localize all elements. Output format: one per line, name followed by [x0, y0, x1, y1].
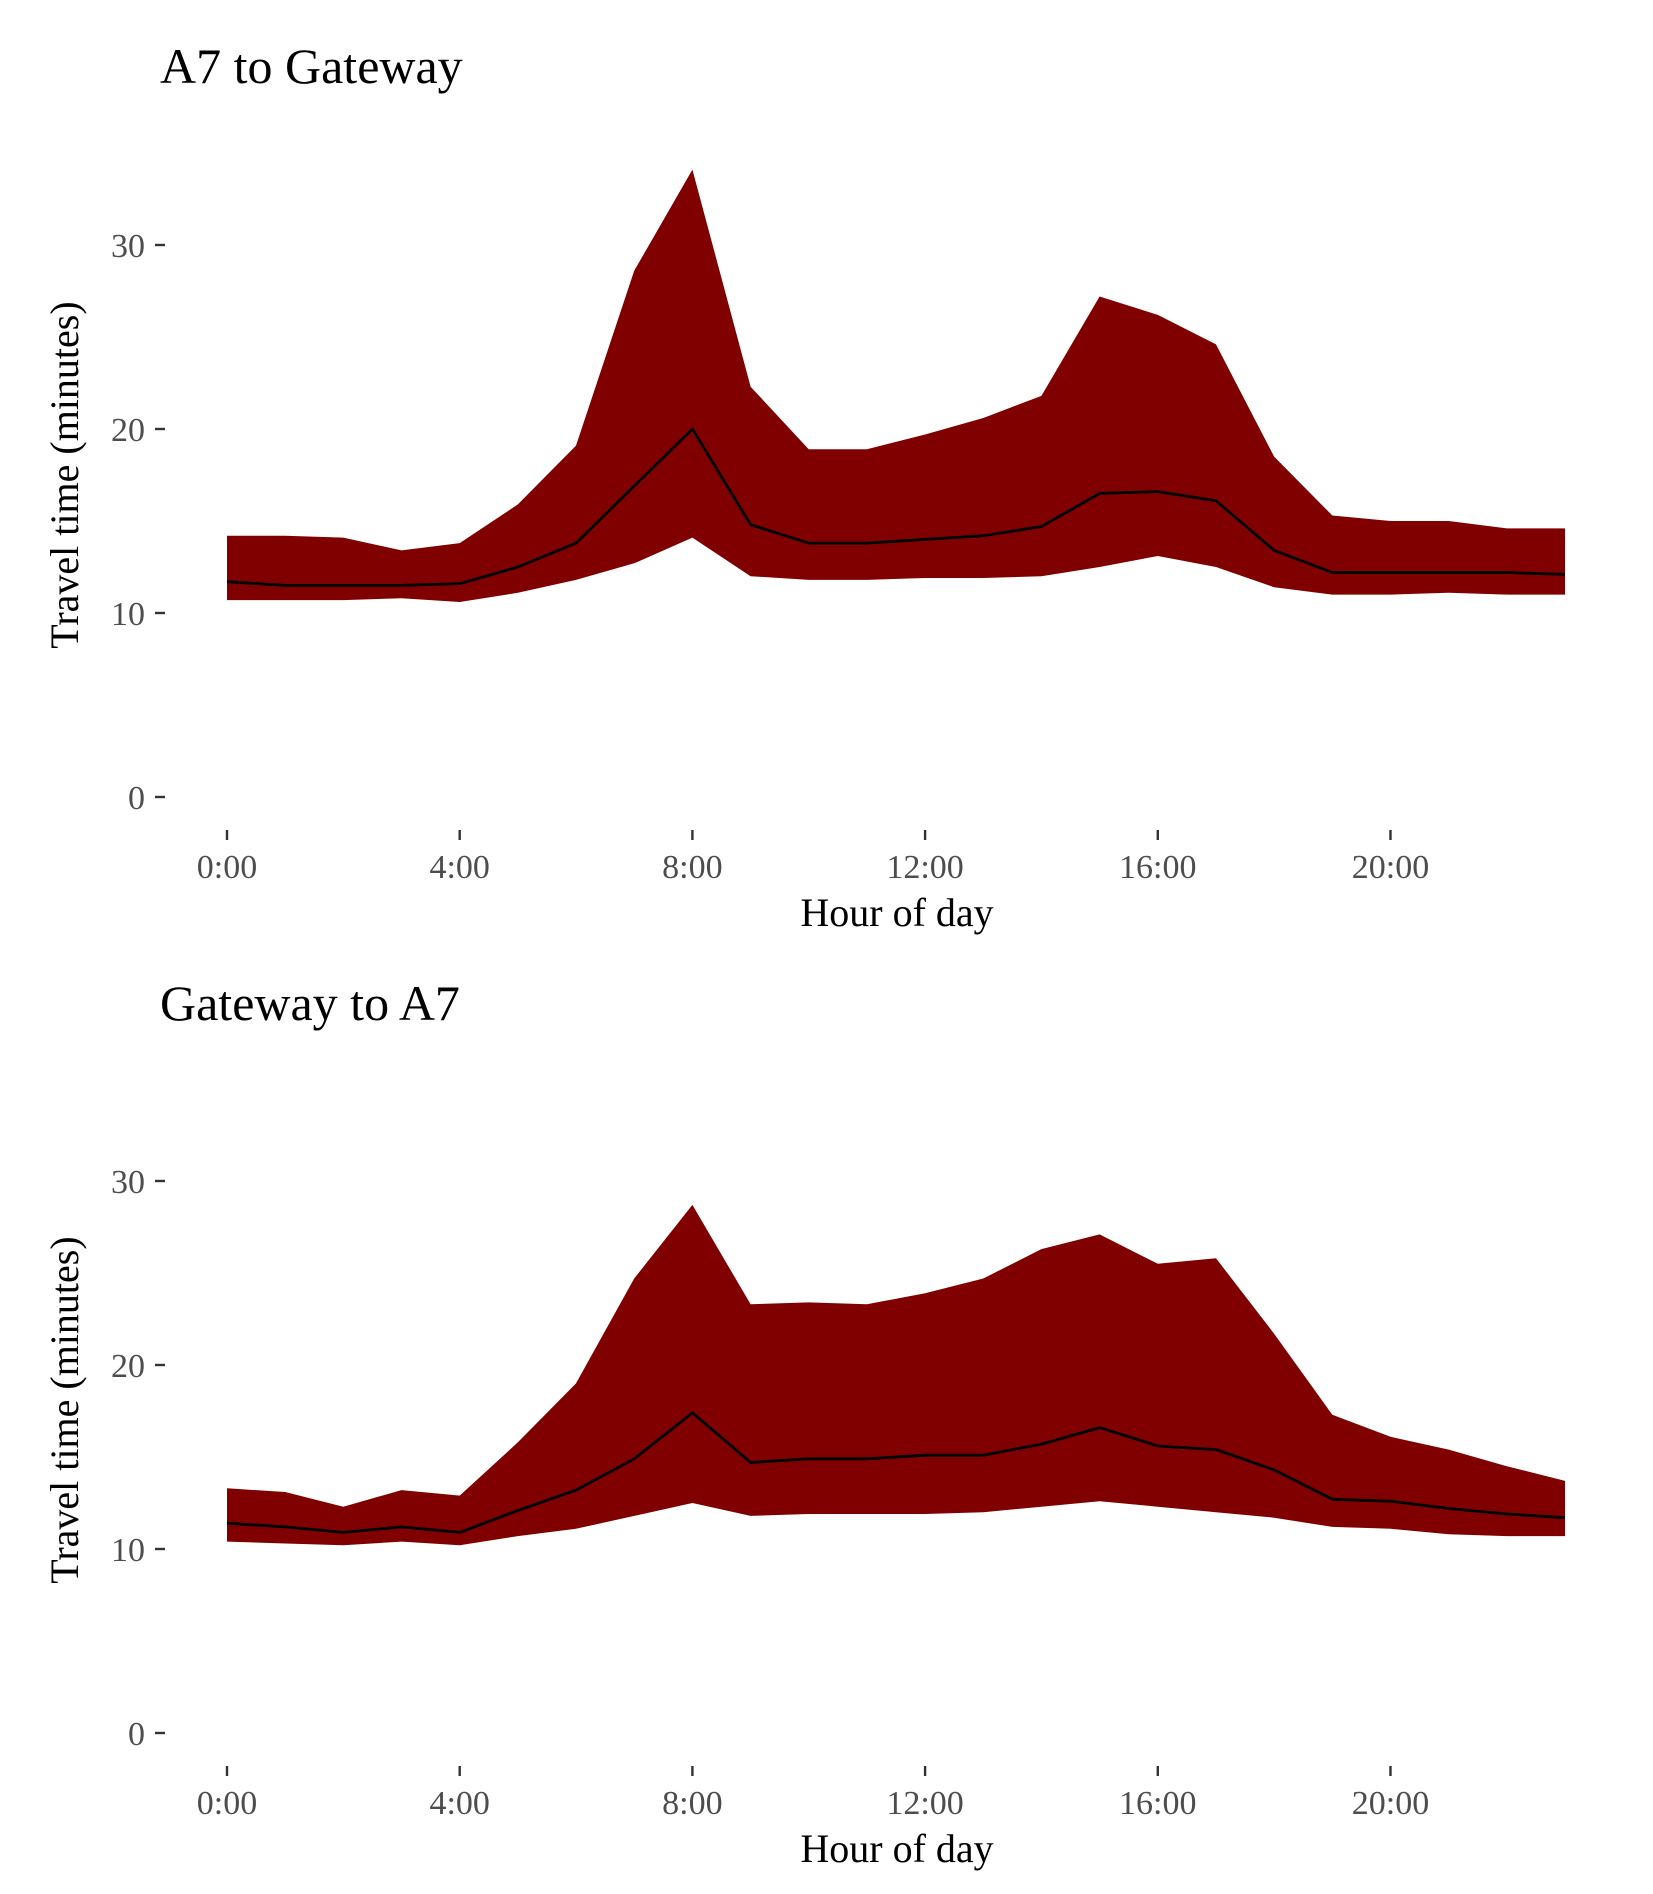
y-tick-label: 20: [111, 412, 145, 449]
x-tick-label: 0:00: [197, 1785, 257, 1822]
plot-area: 0 10 20 30 0:00 4:00 8:00 12:00 16:00 20:00: [111, 169, 1566, 886]
interval-band: [227, 169, 1565, 602]
interval-band: [227, 1204, 1565, 1546]
y-tick-label: 10: [111, 596, 145, 633]
panel-gateway-to-a7: Gateway to A7 Travel time (minutes) Hour…: [42, 975, 1566, 1871]
panel-title: A7 to Gateway: [160, 38, 463, 94]
y-axis-title: Travel time (minutes): [42, 1236, 87, 1583]
x-tick-label: 8:00: [662, 1785, 722, 1822]
panel-title: Gateway to A7: [160, 975, 460, 1031]
x-tick-label: 12:00: [886, 849, 963, 886]
x-axis-title: Hour of day: [800, 890, 993, 935]
y-tick-label: 0: [128, 780, 145, 817]
y-axis-title: Travel time (minutes): [42, 301, 87, 648]
panel-a7-to-gateway: A7 to Gateway Travel time (minutes) Hour…: [42, 38, 1566, 935]
plot-area: 0 10 20 30 0:00 4:00 8:00 12:00 16:00 20:00: [111, 1164, 1566, 1822]
x-tick-label: 8:00: [662, 849, 722, 886]
x-tick-label: 4:00: [429, 849, 489, 886]
x-tick-label: 16:00: [1119, 1785, 1196, 1822]
median-line: [226, 1411, 1566, 1534]
y-tick-label: 30: [111, 228, 145, 265]
x-tick-label: 12:00: [886, 1785, 963, 1822]
y-tick-label: 20: [111, 1348, 145, 1385]
x-tick-label: 4:00: [429, 1785, 489, 1822]
x-axis-title: Hour of day: [800, 1826, 993, 1871]
x-tick-label: 20:00: [1352, 849, 1429, 886]
x-tick-label: 0:00: [197, 849, 257, 886]
median-line: [226, 427, 1566, 587]
y-tick-label: 10: [111, 1532, 145, 1569]
x-tick-label: 16:00: [1119, 849, 1196, 886]
y-tick-label: 30: [111, 1164, 145, 1201]
x-tick-label: 20:00: [1352, 1785, 1429, 1822]
y-tick-label: 0: [128, 1716, 145, 1753]
